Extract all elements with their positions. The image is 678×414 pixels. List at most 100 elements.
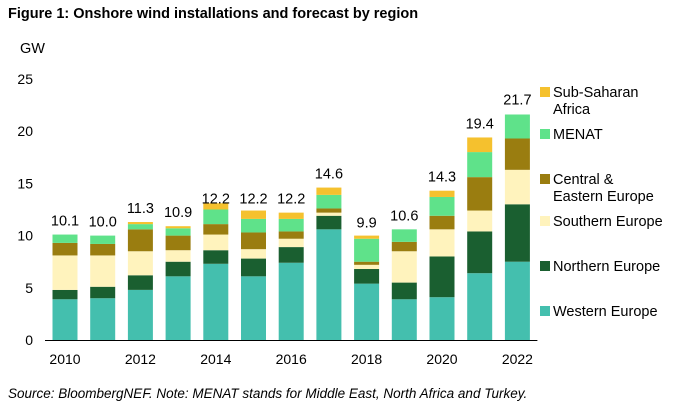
bar-segment-menat (467, 152, 493, 178)
bar-segment-southern-europe (316, 212, 342, 216)
bar-segment-northern-europe (165, 261, 191, 277)
bar-segment-sub-saharan-africa (354, 235, 380, 239)
bar-segment-western-europe (127, 289, 153, 340)
source-note: Source: BloombergNEF. Note: MENAT stands… (8, 386, 528, 401)
bar-segment-western-europe (504, 261, 530, 340)
bar-total-label: 19.4 (466, 116, 494, 132)
x-tick-label: 2010 (49, 351, 80, 367)
bars (52, 114, 530, 340)
bar-segment-central-eastern-europe (467, 177, 493, 211)
y-tick-label: 0 (25, 332, 33, 348)
bar-segment-central-eastern-europe (429, 215, 455, 230)
bar-segment-central-eastern-europe (504, 138, 530, 170)
bar-segment-sub-saharan-africa (127, 222, 153, 225)
y-tick-label: 15 (17, 175, 33, 191)
bar-segment-sub-saharan-africa (467, 137, 493, 153)
bar-segment-menat (278, 218, 304, 232)
bar-segment-northern-europe (316, 215, 342, 230)
bar-segment-northern-europe (90, 286, 116, 299)
y-axis: GW 0 5 10 15 20 25 (17, 41, 45, 348)
y-axis-label: GW (20, 41, 45, 57)
bar-segment-western-europe (316, 229, 342, 340)
bar-segment-sub-saharan-africa (429, 190, 455, 197)
bar-segment-central-eastern-europe (354, 261, 380, 265)
bar-segment-western-europe (429, 297, 455, 340)
bar-total-label: 10.6 (390, 208, 418, 224)
bar-segment-western-europe (467, 273, 493, 340)
x-tick-label: 2016 (276, 351, 307, 367)
bar-total-label: 21.7 (503, 92, 531, 108)
bar-segment-menat (391, 229, 417, 242)
bar-segment-central-eastern-europe (90, 243, 116, 256)
bar-total-label: 11.3 (127, 201, 154, 217)
bar-segment-sub-saharan-africa (165, 226, 191, 229)
legend-swatch (540, 216, 550, 226)
y-tick-label: 25 (17, 71, 33, 87)
bar-segment-central-eastern-europe (165, 235, 191, 251)
x-tick-label: 2018 (351, 351, 382, 367)
bar-segment-southern-europe (278, 238, 304, 248)
legend-label: Eastern Europe (553, 189, 654, 205)
bar-segment-southern-europe (241, 249, 266, 259)
legend-swatch (540, 261, 550, 271)
y-tick-label: 10 (17, 228, 33, 244)
legend-swatch (540, 129, 550, 139)
bar-segment-central-eastern-europe (52, 242, 78, 256)
bar-segment-central-eastern-europe (316, 208, 342, 213)
bar-segment-central-eastern-europe (241, 232, 266, 250)
bar-segment-western-europe (278, 262, 304, 340)
bar-segment-menat (90, 235, 116, 244)
legend-label: Southern Europe (553, 214, 663, 230)
bar-total-label: 12.2 (202, 192, 230, 208)
y-tick-label: 5 (25, 280, 33, 296)
bar-segment-northern-europe (429, 256, 455, 298)
bar-segment-menat (429, 196, 455, 216)
bar-segment-southern-europe (203, 234, 229, 251)
bar-segment-northern-europe (52, 289, 78, 300)
legend-label: Western Europe (553, 304, 658, 320)
bar-segment-northern-europe (504, 204, 530, 262)
bar-total-label: 12.2 (277, 192, 305, 208)
bar-segment-menat (354, 238, 380, 262)
bar-segment-western-europe (354, 283, 380, 340)
bar-segment-menat (316, 194, 342, 209)
x-tick-label: 2022 (502, 351, 533, 367)
bar-segment-sub-saharan-africa (241, 210, 266, 219)
x-tick-label: 2012 (125, 351, 156, 367)
bar-segment-sub-saharan-africa (316, 187, 342, 195)
bar-segment-central-eastern-europe (278, 231, 304, 239)
bar-segment-menat (165, 228, 191, 236)
bar-segment-western-europe (203, 263, 229, 340)
bar-segment-southern-europe (467, 210, 493, 232)
x-tick-label: 2014 (200, 351, 231, 367)
bar-segment-western-europe (241, 276, 266, 340)
bar-segment-menat (52, 234, 78, 243)
legend-swatch (540, 174, 550, 184)
bar-segment-southern-europe (52, 255, 78, 290)
bar-total-label: 10.1 (51, 214, 79, 230)
bar-segment-western-europe (165, 276, 191, 340)
bar-total-label: 10.9 (164, 205, 192, 221)
bar-total-label: 9.9 (357, 216, 377, 232)
bar-segment-southern-europe (90, 255, 116, 287)
legend-label: Central & (553, 172, 614, 188)
bar-total-label: 10.0 (89, 215, 117, 231)
bar-total-label: 12.2 (239, 192, 267, 208)
bar-segment-southern-europe (429, 229, 455, 257)
bar-segment-sub-saharan-africa (203, 203, 229, 210)
bar-segment-western-europe (90, 298, 116, 340)
bar-segment-western-europe (52, 299, 78, 340)
bar-segment-central-eastern-europe (203, 224, 229, 235)
legend-label: Africa (553, 102, 591, 118)
legend-label: Northern Europe (553, 259, 660, 275)
x-axis: 2010 2012 2014 2016 2018 2020 2022 (45, 340, 538, 367)
bar-segment-southern-europe (127, 251, 153, 276)
total-labels: 10.1 10.0 11.3 10.9 12.2 12.2 12.2 14.6 9.9 10.6 1… (51, 92, 532, 231)
bar-segment-menat (241, 218, 266, 233)
chart-title: Figure 1: Onshore wind installations and… (8, 6, 419, 22)
legend-label: MENAT (553, 127, 603, 143)
bar-segment-menat (203, 209, 229, 225)
bar-segment-central-eastern-europe (127, 229, 153, 252)
